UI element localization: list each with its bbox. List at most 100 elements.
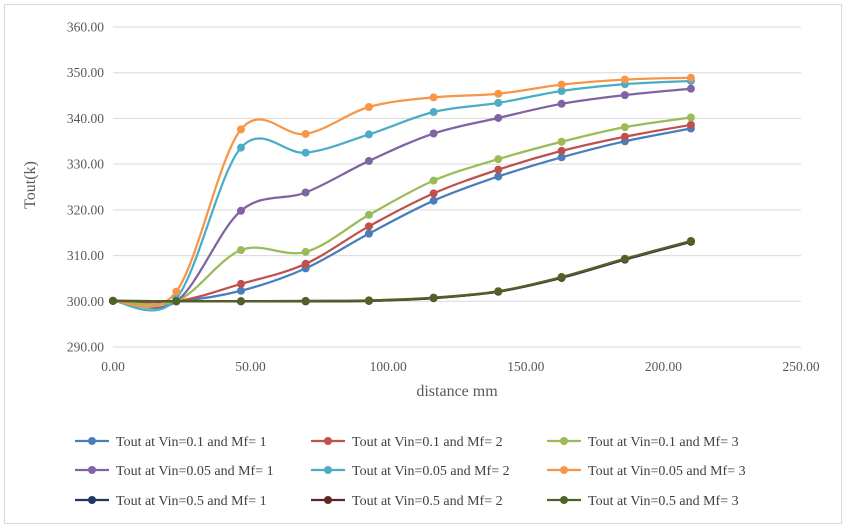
data-point: [620, 75, 629, 84]
data-point: [557, 153, 566, 162]
data-point: [494, 155, 503, 164]
legend-swatch-marker: [88, 437, 96, 445]
data-point: [494, 165, 503, 174]
data-point: [557, 146, 566, 155]
data-point: [494, 172, 503, 181]
legend-swatch-marker: [324, 466, 332, 474]
legend-swatch-marker: [560, 496, 568, 504]
data-point: [429, 108, 438, 117]
y-axis-title: Tout(k): [22, 161, 39, 209]
legend-label: Tout at Vin=0.05 and Mf= 2: [352, 464, 510, 479]
legend-swatch-marker: [560, 466, 568, 474]
data-point: [109, 296, 117, 305]
data-point: [429, 196, 438, 205]
data-point: [364, 130, 373, 139]
legend-swatch-marker: [324, 496, 332, 504]
data-point: [301, 247, 310, 256]
x-tick-label: 200.00: [645, 359, 682, 374]
y-tick-label: 330.00: [67, 157, 104, 172]
y-axis-ticks: 290.00 300.00 310.00 320.00 330.00 340.00 350.…: [67, 20, 104, 355]
data-point: [236, 286, 245, 295]
legend-item: Tout at Vin=0.05 and Mf= 2: [311, 464, 510, 479]
data-point: [301, 129, 310, 138]
legend-item: Tout at Vin=0.5 and Mf= 1: [75, 494, 267, 509]
data-point: [429, 189, 438, 198]
data-point: [364, 296, 373, 305]
data-point: [686, 120, 695, 129]
data-point: [620, 254, 629, 263]
data-point: [620, 91, 629, 100]
data-point: [494, 89, 503, 98]
data-point: [620, 123, 629, 132]
legend-label: Tout at Vin=0.5 and Mf= 2: [352, 494, 503, 509]
legend-swatch-marker: [88, 466, 96, 474]
x-axis-title: distance mm: [416, 383, 498, 400]
data-point: [364, 222, 373, 231]
data-point: [686, 84, 695, 93]
series-lines: [109, 73, 695, 312]
data-point: [172, 297, 181, 306]
legend-swatch-marker: [560, 437, 568, 445]
data-point: [620, 132, 629, 141]
data-point: [301, 259, 310, 268]
y-tick-label: 350.00: [67, 65, 104, 80]
legend-item: Tout at Vin=0.5 and Mf= 3: [547, 494, 739, 509]
legend-item: Tout at Vin=0.5 and Mf= 2: [311, 494, 503, 509]
legend-label: Tout at Vin=0.1 and Mf= 2: [352, 435, 503, 450]
legend-swatch-marker: [324, 437, 332, 445]
legend-item: Tout at Vin=0.1 and Mf= 2: [311, 435, 503, 450]
legend-label: Tout at Vin=0.5 and Mf= 1: [116, 494, 267, 509]
data-point: [429, 129, 438, 138]
data-point: [494, 287, 503, 296]
data-point: [236, 279, 245, 288]
data-point: [429, 293, 438, 302]
x-tick-label: 150.00: [507, 359, 544, 374]
y-tick-label: 300.00: [67, 294, 104, 309]
data-point: [686, 73, 695, 82]
data-point: [236, 206, 245, 215]
data-point: [236, 125, 245, 134]
data-point: [364, 229, 373, 238]
y-tick-label: 310.00: [67, 248, 104, 263]
x-axis-ticks: 0.00 50.00 100.00 150.00 200.00 250.00: [101, 359, 820, 374]
legend: Tout at Vin=0.1 and Mf= 1 Tout at Vin=0.1…: [75, 435, 746, 509]
legend-label: Tout at Vin=0.1 and Mf= 1: [116, 435, 267, 450]
x-tick-label: 250.00: [782, 359, 819, 374]
legend-item: Tout at Vin=0.1 and Mf= 3: [547, 435, 739, 450]
series-line: [112, 127, 692, 304]
series-line: [112, 87, 692, 309]
series-line: [112, 239, 692, 303]
data-point: [557, 137, 566, 146]
line-chart: 290.00 300.00 310.00 320.00 330.00 340.00 350.…: [22, 20, 820, 510]
data-point: [364, 210, 373, 219]
data-point: [429, 176, 438, 185]
legend-item: Tout at Vin=0.1 and Mf= 1: [75, 435, 267, 450]
data-point: [236, 143, 245, 152]
legend-label: Tout at Vin=0.05 and Mf= 3: [588, 464, 746, 479]
legend-label: Tout at Vin=0.05 and Mf= 1: [116, 464, 274, 479]
series-6: [109, 73, 695, 308]
data-point: [236, 246, 245, 255]
data-point: [429, 93, 438, 102]
y-tick-label: 360.00: [67, 20, 104, 35]
data-point: [494, 98, 503, 107]
data-point: [557, 99, 566, 108]
series-9: [109, 236, 695, 306]
data-point: [557, 273, 566, 282]
x-tick-label: 50.00: [235, 359, 266, 374]
series-line: [112, 116, 692, 307]
y-tick-label: 320.00: [67, 202, 104, 217]
data-point: [364, 156, 373, 165]
x-tick-label: 100.00: [370, 359, 407, 374]
legend-swatch-marker: [88, 496, 96, 504]
x-tick-label: 0.00: [101, 359, 125, 374]
data-point: [301, 296, 310, 305]
data-point: [557, 87, 566, 95]
series-line: [112, 123, 692, 304]
data-point: [364, 103, 373, 111]
y-tick-label: 290.00: [67, 340, 104, 355]
y-tick-label: 340.00: [67, 111, 104, 126]
chart-frame: 290.00 300.00 310.00 320.00 330.00 340.00 350.…: [4, 4, 842, 524]
legend-label: Tout at Vin=0.5 and Mf= 3: [588, 494, 739, 509]
data-point: [494, 113, 503, 122]
